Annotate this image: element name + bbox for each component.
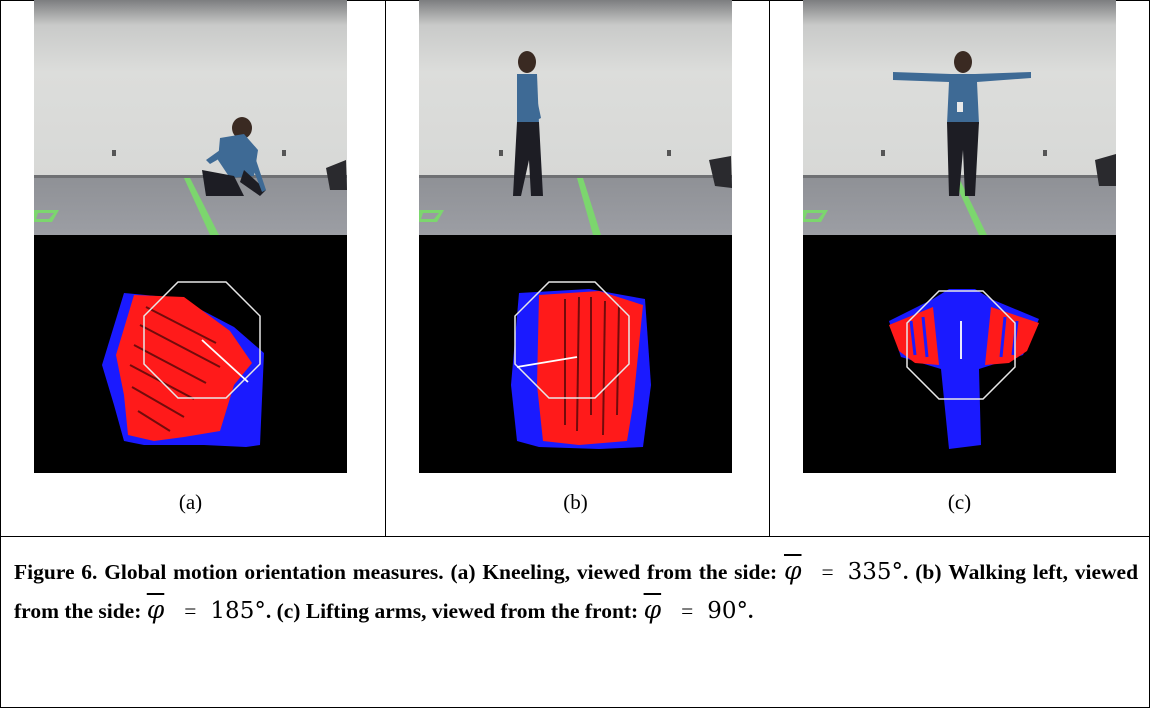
photo-kneeling (34, 0, 347, 235)
motion-orientation-plot-c (803, 235, 1116, 473)
phi-bar-symbol: φ (643, 595, 662, 624)
photo-lifting-arms (803, 0, 1116, 235)
angle-value-c: 90 (707, 598, 737, 624)
phi-bar-symbol: φ (783, 556, 802, 585)
motion-orientation-plot-a (34, 235, 347, 473)
equals-sign: = (184, 599, 197, 623)
equals-sign: = (821, 560, 834, 584)
degree-symbol: ° (254, 598, 266, 624)
equals-sign: = (681, 599, 694, 623)
caption-part-a: (a) Kneeling, viewed from the side: (450, 560, 778, 584)
figure-caption: Figure 6. Global motion orientation meas… (14, 556, 1139, 624)
motion-orientation-plot-b (419, 235, 732, 473)
photo-walking (419, 0, 732, 235)
phi-bar-symbol: φ (146, 595, 165, 624)
panel-label-c: (c) (947, 490, 972, 514)
caption-part-c: (c) Lifting arms, viewed from the front: (276, 599, 639, 623)
caption-divider (0, 536, 1150, 537)
panel-label-b: (b) (563, 490, 588, 514)
column-divider (769, 0, 770, 536)
panel-label-a: (a) (178, 490, 203, 514)
column-divider (385, 0, 386, 536)
degree-symbol: ° (891, 559, 904, 585)
caption-lead: Figure 6. Global motion orientation meas… (14, 560, 444, 584)
degree-symbol: ° (736, 598, 749, 624)
angle-value-b: 185 (210, 598, 255, 624)
angle-value-a: 335 (847, 559, 892, 585)
caption-part-b: (b) Walking left, viewed from the side: (14, 560, 1139, 623)
